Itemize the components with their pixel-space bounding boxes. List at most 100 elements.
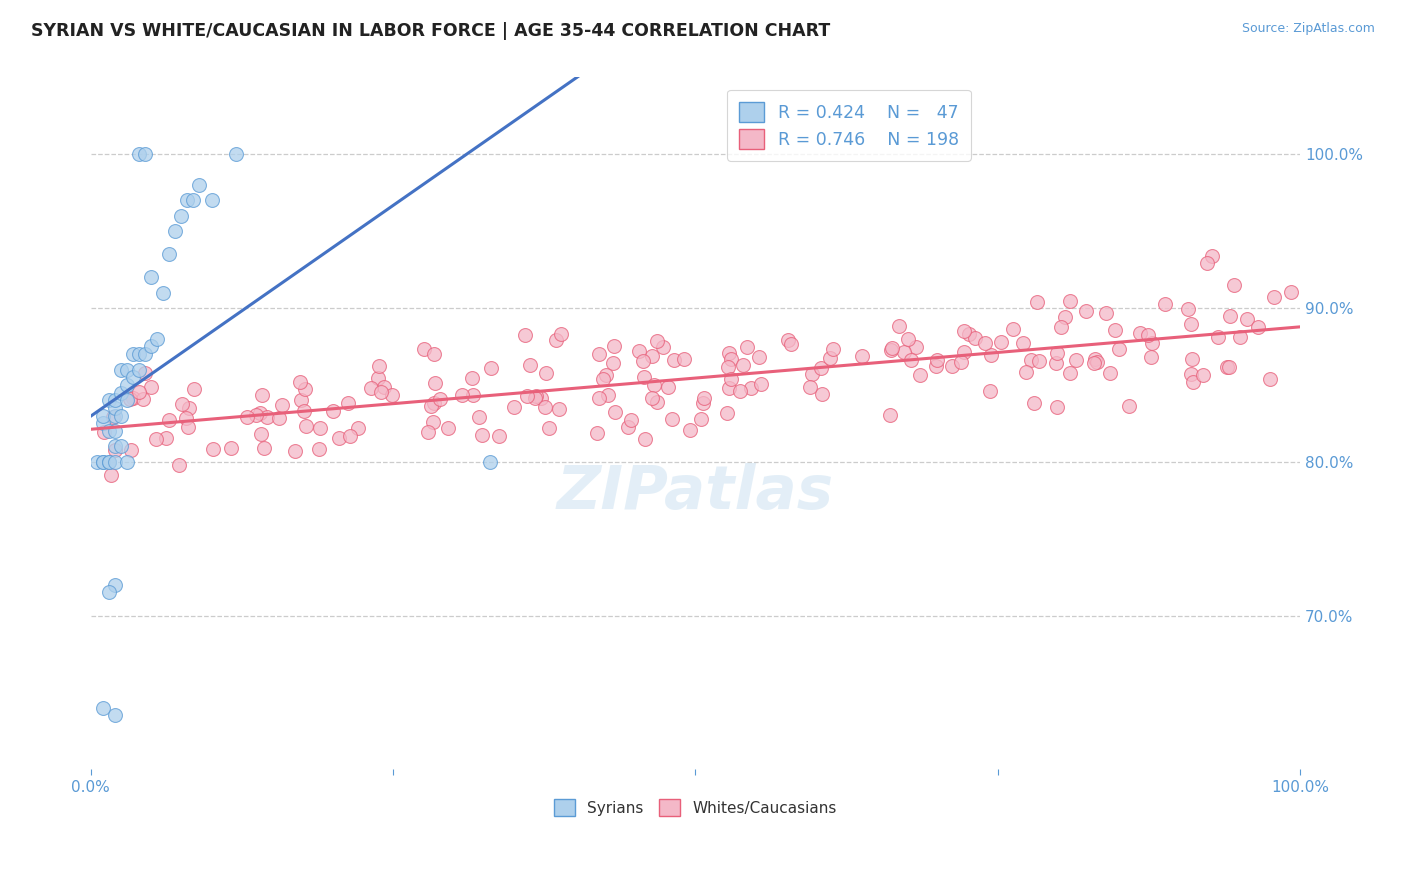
Point bbox=[128, 362, 150, 376]
Point bbox=[586, 425, 609, 440]
Point bbox=[1197, 255, 1219, 269]
Point bbox=[200, 194, 222, 208]
Point bbox=[645, 334, 668, 348]
Point bbox=[347, 421, 370, 435]
Point bbox=[91, 455, 114, 469]
Point bbox=[1104, 323, 1126, 337]
Point bbox=[523, 392, 546, 406]
Point bbox=[1118, 399, 1140, 413]
Point bbox=[717, 346, 740, 360]
Point bbox=[183, 194, 205, 208]
Point bbox=[1059, 367, 1081, 381]
Text: SYRIAN VS WHITE/CAUCASIAN IN LABOR FORCE | AGE 35-44 CORRELATION CHART: SYRIAN VS WHITE/CAUCASIAN IN LABOR FORCE… bbox=[31, 22, 830, 40]
Point bbox=[91, 417, 114, 431]
Point bbox=[957, 327, 980, 342]
Point bbox=[1129, 326, 1152, 340]
Point bbox=[97, 455, 120, 469]
Point bbox=[120, 392, 142, 406]
Point bbox=[128, 147, 150, 161]
Point bbox=[778, 334, 800, 348]
Point bbox=[467, 409, 489, 424]
Point bbox=[690, 412, 713, 426]
Point bbox=[152, 285, 174, 300]
Point bbox=[717, 360, 740, 375]
Point bbox=[893, 345, 915, 359]
Point bbox=[423, 395, 446, 409]
Point bbox=[1002, 322, 1025, 336]
Point bbox=[139, 270, 162, 285]
Point bbox=[664, 352, 686, 367]
Point bbox=[451, 387, 474, 401]
Point bbox=[367, 359, 389, 373]
Point bbox=[308, 442, 330, 456]
Point bbox=[1236, 312, 1258, 326]
Point bbox=[519, 358, 541, 372]
Point bbox=[104, 578, 127, 592]
Point bbox=[692, 391, 714, 405]
Point bbox=[423, 376, 446, 390]
Point bbox=[1218, 359, 1240, 374]
Point bbox=[1140, 350, 1163, 364]
Point bbox=[1045, 356, 1067, 370]
Point bbox=[616, 419, 638, 434]
Point bbox=[461, 370, 484, 384]
Point bbox=[249, 406, 271, 420]
Point bbox=[100, 468, 122, 483]
Point bbox=[141, 380, 163, 394]
Point bbox=[471, 428, 494, 442]
Point bbox=[1053, 310, 1076, 324]
Point bbox=[1181, 352, 1204, 367]
Point bbox=[122, 370, 145, 384]
Point bbox=[91, 409, 114, 423]
Point bbox=[1028, 354, 1050, 368]
Point bbox=[1191, 368, 1213, 383]
Point bbox=[537, 421, 560, 435]
Point bbox=[925, 359, 948, 374]
Point bbox=[851, 349, 873, 363]
Point bbox=[174, 411, 197, 425]
Point bbox=[598, 388, 620, 402]
Point bbox=[288, 376, 311, 390]
Point bbox=[588, 346, 610, 360]
Point bbox=[110, 439, 132, 453]
Point bbox=[673, 352, 696, 367]
Point bbox=[270, 398, 292, 412]
Point bbox=[1154, 297, 1177, 311]
Point bbox=[1108, 342, 1130, 356]
Point bbox=[900, 352, 922, 367]
Point bbox=[104, 455, 127, 469]
Point bbox=[718, 381, 741, 395]
Point bbox=[1206, 330, 1229, 344]
Point bbox=[225, 147, 247, 161]
Point bbox=[128, 384, 150, 399]
Point bbox=[748, 350, 770, 364]
Point bbox=[97, 455, 120, 469]
Point bbox=[128, 347, 150, 361]
Point bbox=[645, 394, 668, 409]
Point bbox=[588, 391, 610, 405]
Point bbox=[104, 393, 127, 408]
Point bbox=[925, 353, 948, 368]
Point bbox=[110, 409, 132, 423]
Point bbox=[950, 355, 973, 369]
Point bbox=[1180, 317, 1202, 331]
Point bbox=[1046, 400, 1069, 414]
Point bbox=[503, 401, 526, 415]
Point bbox=[1074, 304, 1097, 318]
Point bbox=[643, 378, 665, 392]
Point bbox=[155, 431, 177, 445]
Point bbox=[1015, 365, 1038, 379]
Point bbox=[322, 403, 344, 417]
Point bbox=[290, 392, 312, 407]
Point bbox=[1258, 372, 1281, 386]
Point bbox=[1095, 305, 1118, 319]
Point bbox=[134, 366, 156, 380]
Point bbox=[661, 411, 683, 425]
Point bbox=[603, 339, 626, 353]
Point bbox=[115, 455, 138, 469]
Point bbox=[115, 393, 138, 408]
Point bbox=[780, 337, 803, 351]
Point bbox=[429, 392, 451, 406]
Point bbox=[534, 366, 557, 380]
Point bbox=[294, 419, 316, 434]
